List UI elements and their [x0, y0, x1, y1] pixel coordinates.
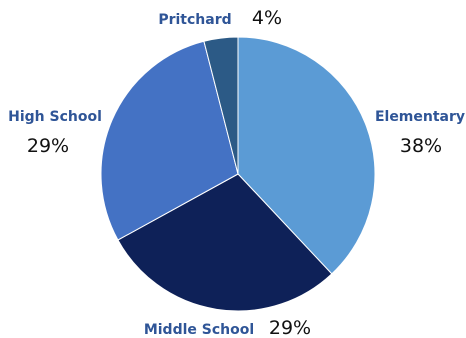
slice-value-elementary: 38%	[400, 135, 442, 157]
slice-value-middle-school: 29%	[269, 317, 311, 338]
pie-slice-high-school	[100, 40, 239, 241]
pie-slice-middle-school	[117, 173, 333, 312]
slice-label-elementary: Elementary	[375, 109, 465, 125]
slice-label-pritchard: Pritchard	[158, 12, 231, 28]
pie-slice-elementary	[237, 36, 376, 275]
slice-label-middle-school: Middle School	[144, 322, 254, 338]
slice-label-high-school: High School	[8, 109, 102, 125]
pie-slices	[100, 36, 376, 312]
pie-slice-pritchard	[203, 36, 239, 175]
slice-value-high-school: 29%	[27, 135, 69, 157]
slice-value-pritchard: 4%	[252, 7, 282, 29]
